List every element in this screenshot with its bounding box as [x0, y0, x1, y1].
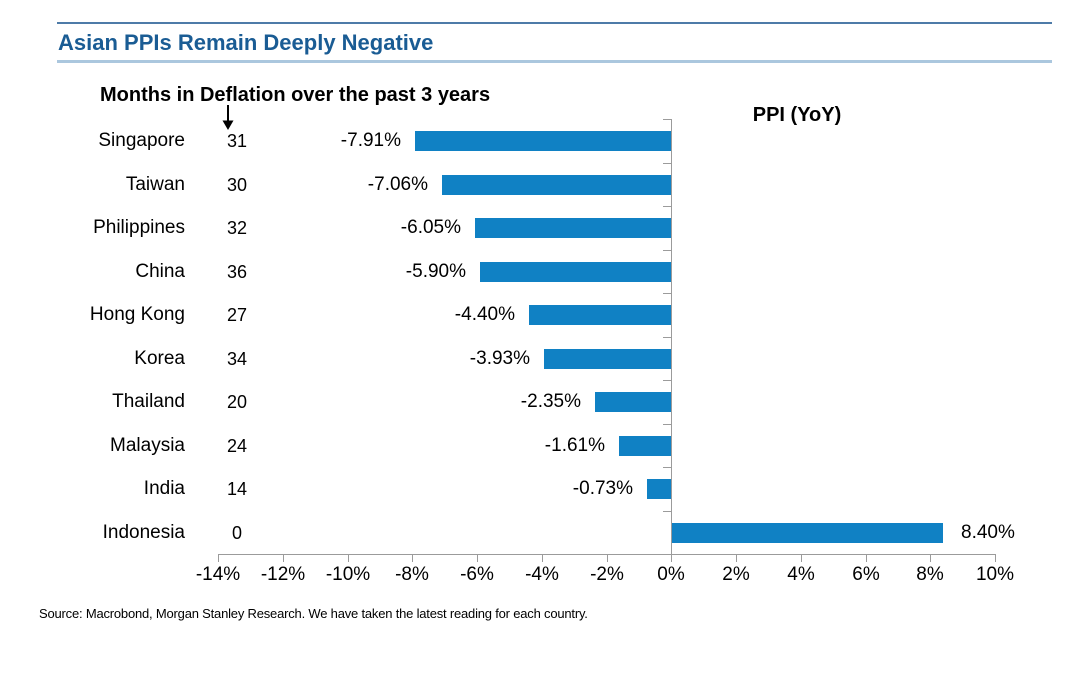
x-axis-tick — [801, 554, 802, 562]
down-arrow-icon — [222, 105, 234, 130]
months-in-deflation-header: Months in Deflation over the past 3 year… — [100, 84, 491, 106]
x-tick-label: -4% — [525, 564, 559, 585]
bar — [442, 175, 671, 195]
bar — [647, 479, 671, 499]
category-label: Korea — [134, 348, 185, 369]
bar — [475, 218, 671, 238]
x-tick-label: 10% — [975, 564, 1015, 585]
x-axis-tick — [995, 554, 996, 562]
x-axis-tick — [930, 554, 931, 562]
x-tick-label: 4% — [787, 564, 815, 585]
x-axis-tick — [477, 554, 478, 562]
category-boundary-tick — [663, 380, 671, 381]
category-label: Indonesia — [102, 522, 185, 543]
category-boundary-tick — [663, 293, 671, 294]
x-axis-tick — [542, 554, 543, 562]
x-tick-label: -6% — [460, 564, 494, 585]
months-in-deflation-value: 32 — [226, 218, 248, 238]
months-in-deflation-value: 31 — [226, 131, 248, 151]
value-label: -7.91% — [340, 130, 401, 151]
category-boundary-tick — [663, 163, 671, 164]
category-label: Philippines — [93, 217, 185, 238]
category-label: Malaysia — [110, 435, 185, 456]
y-axis-line — [671, 119, 672, 554]
bar — [529, 305, 671, 325]
bar — [480, 262, 671, 282]
x-axis-tick — [348, 554, 349, 562]
category-label: India — [143, 478, 185, 499]
category-label: Thailand — [112, 391, 185, 412]
months-in-deflation-value: 20 — [226, 392, 248, 412]
x-tick-label: 8% — [916, 564, 944, 585]
category-boundary-tick — [663, 467, 671, 468]
page-title: Asian PPIs Remain Deeply Negative — [58, 30, 434, 55]
value-label: -3.93% — [469, 348, 530, 369]
months-in-deflation-value: 36 — [226, 262, 248, 282]
category-boundary-tick — [663, 424, 671, 425]
category-boundary-tick — [663, 119, 671, 120]
category-boundary-tick — [663, 511, 671, 512]
category-label: Taiwan — [125, 174, 185, 195]
category-label: Singapore — [98, 130, 185, 151]
x-axis-tick — [283, 554, 284, 562]
months-in-deflation-value: 0 — [231, 523, 242, 543]
x-tick-label: -2% — [590, 564, 624, 585]
category-boundary-tick — [663, 337, 671, 338]
months-in-deflation-value: 24 — [226, 436, 248, 456]
x-axis-tick — [218, 554, 219, 562]
x-tick-label: 2% — [722, 564, 750, 585]
x-tick-label: -10% — [325, 564, 371, 585]
category-boundary-tick — [663, 250, 671, 251]
value-label: 8.40% — [961, 522, 1015, 543]
title-rule-bottom — [57, 60, 1052, 63]
x-tick-label: -12% — [260, 564, 306, 585]
category-boundary-tick — [663, 206, 671, 207]
x-axis-tick — [736, 554, 737, 562]
x-axis-tick — [607, 554, 608, 562]
bar — [415, 131, 671, 151]
months-in-deflation-value: 30 — [226, 175, 248, 195]
months-in-deflation-value: 34 — [226, 349, 248, 369]
months-in-deflation-value: 14 — [226, 479, 248, 499]
value-label: -6.05% — [400, 217, 461, 238]
x-tick-label: -8% — [395, 564, 429, 585]
value-label: -7.06% — [367, 174, 428, 195]
source-note: Source: Macrobond, Morgan Stanley Resear… — [39, 606, 588, 621]
value-label: -2.35% — [520, 391, 581, 412]
bar — [671, 523, 943, 543]
x-axis-tick — [671, 554, 672, 562]
category-label: Hong Kong — [89, 304, 185, 325]
value-label: -4.40% — [454, 304, 515, 325]
value-label: -1.61% — [544, 435, 605, 456]
value-label: -5.90% — [405, 261, 466, 282]
x-tick-label: -14% — [195, 564, 241, 585]
x-tick-label: 0% — [657, 564, 685, 585]
months-in-deflation-value: 27 — [226, 305, 248, 325]
ppi-yoy-header: PPI (YoY) — [752, 104, 842, 126]
bar — [619, 436, 671, 456]
bar — [595, 392, 671, 412]
x-tick-label: 6% — [852, 564, 880, 585]
x-axis-tick — [866, 554, 867, 562]
x-axis-tick — [412, 554, 413, 562]
bar — [544, 349, 671, 369]
value-label: -0.73% — [572, 478, 633, 499]
category-label: China — [135, 261, 185, 282]
title-rule-top — [57, 22, 1052, 24]
